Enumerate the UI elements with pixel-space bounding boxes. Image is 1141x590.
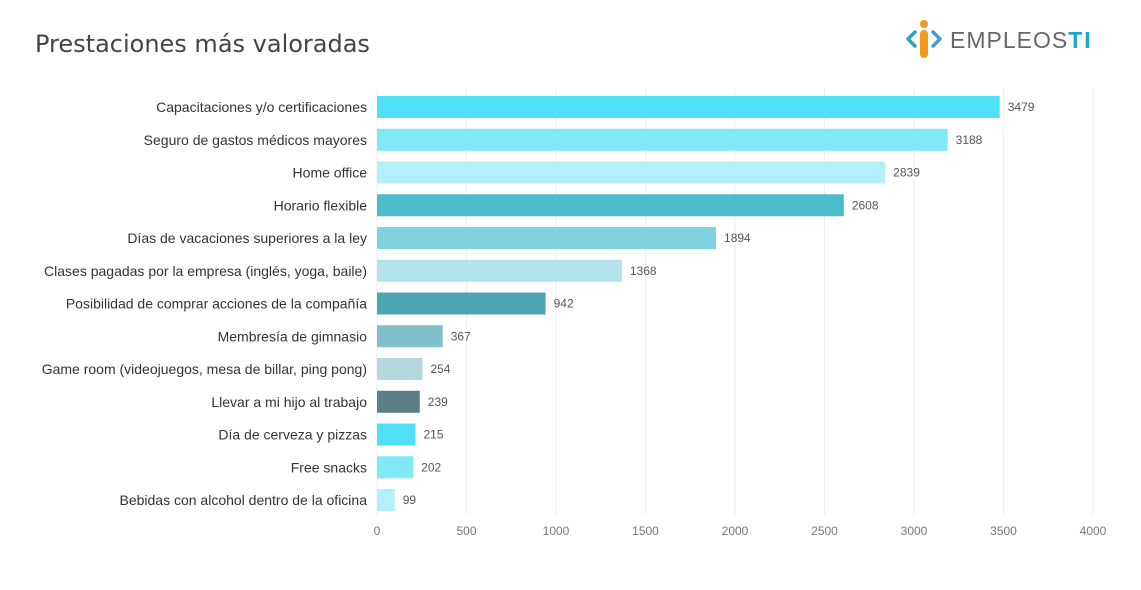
category-label: Día de cerveza y pizzas [218, 427, 367, 443]
data-label: 3479 [1008, 100, 1035, 114]
empleosti-logo[interactable]: EMPLEOSTI [906, 18, 1093, 62]
bar[interactable] [377, 259, 622, 282]
data-label: 254 [430, 362, 450, 376]
bar[interactable] [377, 358, 423, 380]
category-label: Free snacks [291, 459, 367, 475]
bar[interactable] [377, 489, 395, 511]
bar[interactable] [377, 227, 717, 249]
x-tick-label: 1000 [543, 524, 570, 538]
data-label: 3188 [956, 133, 983, 147]
category-label: Clases pagadas por la empresa (inglés, y… [44, 263, 367, 279]
bar[interactable] [377, 96, 1000, 118]
x-tick-label: 2000 [722, 524, 749, 538]
bar[interactable] [377, 325, 443, 348]
x-tick-label: 4000 [1080, 524, 1107, 538]
x-tick-label: 1500 [632, 524, 659, 538]
data-label: 215 [423, 428, 443, 442]
data-label: 1894 [724, 231, 751, 245]
category-label: Llevar a mi hijo al trabajo [211, 394, 367, 410]
category-label: Game room (videojuegos, mesa de billar, … [42, 361, 367, 377]
category-label: Home office [293, 165, 368, 181]
chart-title: Prestaciones más valoradas [35, 30, 370, 58]
category-label: Posibilidad de comprar acciones de la co… [66, 296, 367, 312]
bar[interactable] [377, 292, 546, 315]
bars [377, 96, 1000, 511]
category-label: Bebidas con alcohol dentro de la oficina [119, 492, 367, 508]
bar[interactable] [377, 390, 420, 413]
labels: 0 500 1000 1500 2000 2500 3000 3500 4000 Capacita… [42, 99, 1107, 538]
data-label: 942 [554, 297, 574, 311]
x-tick-label: 2500 [811, 524, 838, 538]
data-label: 367 [451, 329, 471, 343]
info-person-icon [906, 20, 942, 58]
bar[interactable] [377, 423, 416, 446]
bar[interactable] [377, 194, 844, 217]
bar[interactable] [377, 128, 948, 151]
logo-wordmark: EMPLEOSTI [950, 27, 1093, 54]
logo-text-main: EMPLEOS [950, 26, 1069, 53]
category-label: Días de vacaciones superiores a la ley [127, 230, 367, 246]
bar[interactable] [377, 456, 414, 479]
x-tick-label: 3500 [990, 524, 1017, 538]
data-label: 2608 [852, 198, 879, 212]
category-label: Capacitaciones y/o certificaciones [156, 99, 367, 115]
x-tick-label: 3000 [901, 524, 928, 538]
category-label: Membresía de gimnasio [218, 328, 368, 344]
data-label: 239 [428, 395, 448, 409]
category-label: Seguro de gastos médicos mayores [144, 132, 367, 148]
x-tick-label: 0 [374, 524, 381, 538]
x-tick-label: 500 [456, 524, 476, 538]
data-label: 202 [421, 460, 441, 474]
data-label: 99 [403, 493, 417, 507]
category-label: Horario flexible [274, 197, 368, 213]
data-label: 1368 [630, 264, 657, 278]
logo-text-accent: TI [1068, 26, 1093, 53]
data-label: 2839 [893, 166, 920, 180]
bar[interactable] [377, 161, 886, 184]
